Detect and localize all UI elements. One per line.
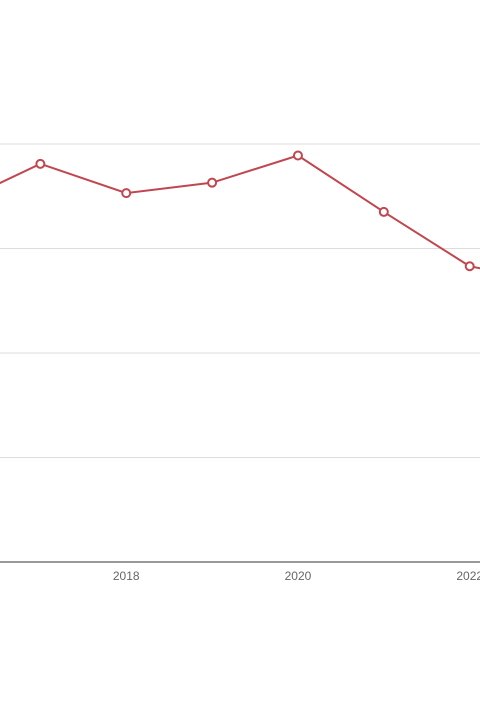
x-tick-label: 2022 (456, 569, 480, 583)
point (207, 177, 218, 188)
point (464, 261, 475, 272)
point (378, 206, 389, 217)
plot-area (0, 150, 480, 272)
point (35, 158, 46, 169)
x-tick-label: 2020 (285, 569, 312, 583)
point (121, 188, 132, 199)
x-tick-label: 2018 (113, 569, 140, 583)
point (292, 150, 303, 161)
line (0, 154, 480, 270)
